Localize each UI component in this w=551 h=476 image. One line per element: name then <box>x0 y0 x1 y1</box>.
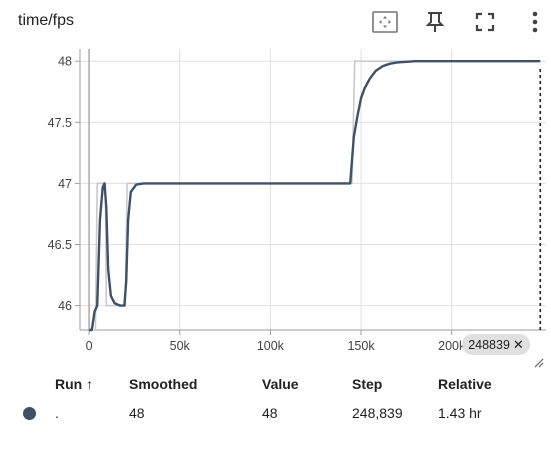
column-header-run[interactable]: Run ↑ <box>55 376 93 392</box>
fit-domain-icon <box>372 11 398 33</box>
line-chart[interactable]: 46 46.5 47 47.5 48 0 50k 100k 150k 200k <box>0 44 551 374</box>
smoothed-series-line <box>89 61 540 330</box>
column-header-step[interactable]: Step <box>352 376 382 392</box>
x-tick-label: 100k <box>257 339 285 353</box>
step-cursor-chip[interactable]: 248839 ✕ <box>462 334 530 355</box>
y-tick-label: 46 <box>58 299 72 313</box>
close-icon[interactable]: ✕ <box>513 337 524 353</box>
y-tick-label: 47.5 <box>48 116 72 130</box>
cell-value: 48 <box>262 405 278 421</box>
cell-step: 248,839 <box>352 405 403 421</box>
resize-handle-icon[interactable] <box>534 358 544 368</box>
more-vert-icon <box>532 11 538 33</box>
x-tick-label: 0 <box>86 339 93 353</box>
column-header-smoothed[interactable]: Smoothed <box>129 376 197 392</box>
pin-icon <box>425 11 445 33</box>
fit-domain-button[interactable] <box>371 8 399 36</box>
y-tick-label: 46.5 <box>48 238 72 252</box>
step-cursor-label: 248839 <box>468 338 510 352</box>
y-tick-label: 47 <box>58 177 72 191</box>
cell-smoothed: 48 <box>129 405 145 421</box>
cell-run: . <box>55 405 59 421</box>
fullscreen-button[interactable] <box>471 8 499 36</box>
more-options-button[interactable] <box>521 8 549 36</box>
chart-title: time/fps <box>18 12 74 30</box>
column-header-value[interactable]: Value <box>262 376 299 392</box>
column-header-relative[interactable]: Relative <box>438 376 492 392</box>
pin-button[interactable] <box>421 8 449 36</box>
raw-series-line <box>89 61 540 330</box>
cell-relative: 1.43 hr <box>438 405 482 421</box>
fullscreen-icon <box>475 12 495 32</box>
run-color-dot <box>23 407 36 420</box>
y-tick-label: 48 <box>58 55 72 69</box>
x-tick-label: 150k <box>347 339 375 353</box>
x-tick-label: 50k <box>170 339 191 353</box>
